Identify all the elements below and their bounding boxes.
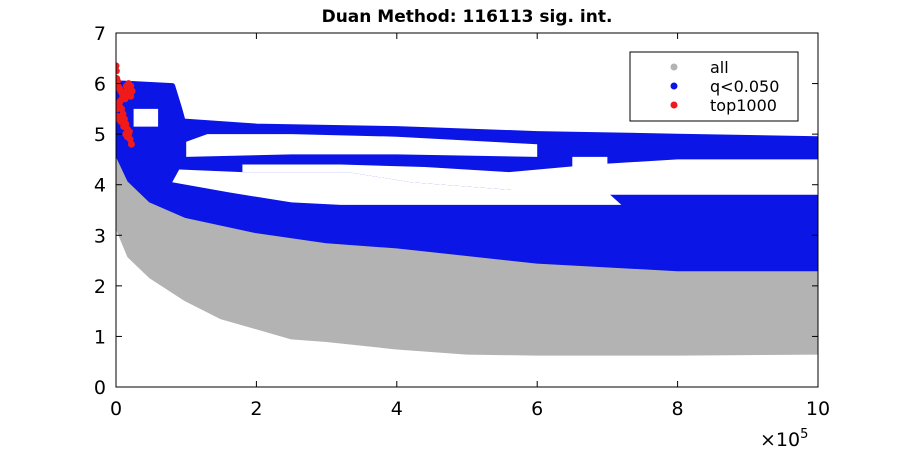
- series-q-0-050-gap-2: [186, 134, 538, 157]
- point-top1000-31: [116, 105, 121, 113]
- series-q-0-050: [116, 80, 818, 272]
- point-top1000-35: [120, 123, 128, 131]
- y-tick-label: 3: [94, 225, 106, 247]
- x-exponent-label: ×105: [760, 427, 808, 450]
- svg-text:×105: ×105: [760, 427, 808, 450]
- legend-label: q<0.050: [710, 77, 779, 96]
- series-q-0-050-gap-1: [172, 169, 622, 205]
- x-tick-label: 8: [672, 398, 684, 420]
- x-exponent: 5: [800, 427, 808, 442]
- x-tick-label: 6: [531, 398, 543, 420]
- axes: 0 2 4 6 8 10 0 1 2 3 4 5 6 7: [94, 23, 830, 420]
- y-tick-label: 2: [94, 276, 106, 298]
- y-tick-label: 1: [94, 326, 106, 348]
- legend-marker: [670, 82, 678, 90]
- point-top1000-26: [120, 92, 128, 100]
- legend-label: all: [710, 58, 729, 77]
- chart-title: Duan Method: 116113 sig. int.: [322, 7, 613, 27]
- legend-box: [629, 51, 799, 122]
- legend-marker: [670, 63, 678, 71]
- point-top1000-23: [127, 140, 135, 148]
- series-top1000: [116, 62, 136, 148]
- point-top1000-1: [116, 67, 120, 75]
- series-q-0-050-gap-0: [242, 159, 818, 195]
- point-top1000-38: [125, 128, 133, 136]
- plot-area: [116, 62, 818, 356]
- legend-marker: [670, 101, 678, 109]
- x-tick-label: 2: [250, 398, 262, 420]
- y-tick-label: 6: [94, 74, 106, 96]
- y-tick-label: 7: [94, 23, 106, 45]
- series-q-0-050-gap-4: [572, 156, 608, 193]
- y-tick-label: 0: [94, 377, 106, 399]
- y-tick-label: 4: [94, 175, 106, 197]
- plot-frame: [115, 32, 819, 388]
- x-tick-label: 10: [806, 398, 830, 420]
- x-exponent-prefix: ×10: [760, 429, 800, 450]
- x-tick-label: 4: [391, 398, 403, 420]
- x-tick-label: 0: [110, 398, 122, 420]
- y-tick-label: 5: [94, 124, 106, 146]
- legend-label: top1000: [710, 96, 777, 115]
- point-top1000-30: [128, 87, 136, 95]
- series-q-0-050-gap-3: [133, 108, 159, 127]
